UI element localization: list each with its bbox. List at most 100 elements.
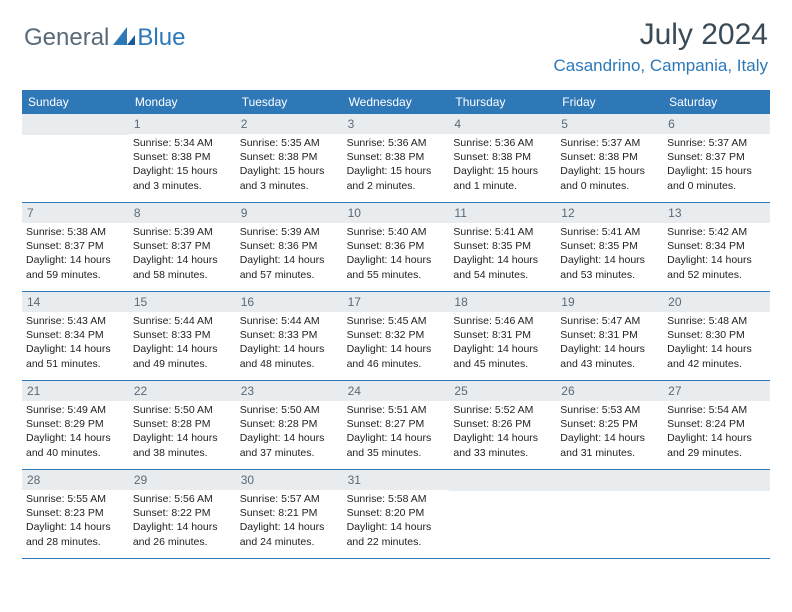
- sunrise-text: Sunrise: 5:41 AM: [560, 225, 659, 239]
- day-cell: 14Sunrise: 5:43 AMSunset: 8:34 PMDayligh…: [22, 292, 129, 380]
- day-number: 17: [343, 292, 450, 312]
- day-number: 1: [129, 114, 236, 134]
- day-details: Sunrise: 5:49 AMSunset: 8:29 PMDaylight:…: [22, 401, 129, 464]
- daylight-text: Daylight: 14 hours and 28 minutes.: [26, 520, 125, 548]
- weekday-saturday: Saturday: [663, 90, 770, 114]
- day-details: Sunrise: 5:39 AMSunset: 8:36 PMDaylight:…: [236, 223, 343, 286]
- day-cell: 6Sunrise: 5:37 AMSunset: 8:37 PMDaylight…: [663, 114, 770, 202]
- day-number: 23: [236, 381, 343, 401]
- day-number: 24: [343, 381, 450, 401]
- day-details: Sunrise: 5:37 AMSunset: 8:37 PMDaylight:…: [663, 134, 770, 197]
- day-cell: 3Sunrise: 5:36 AMSunset: 8:38 PMDaylight…: [343, 114, 450, 202]
- daylight-text: Daylight: 14 hours and 35 minutes.: [347, 431, 446, 459]
- day-number: 11: [449, 203, 556, 223]
- sunrise-text: Sunrise: 5:52 AM: [453, 403, 552, 417]
- page-title: July 2024: [553, 18, 768, 52]
- sunset-text: Sunset: 8:35 PM: [453, 239, 552, 253]
- daylight-text: Daylight: 15 hours and 3 minutes.: [240, 164, 339, 192]
- day-cell: [449, 470, 556, 558]
- weekday-sunday: Sunday: [22, 90, 129, 114]
- daylight-text: Daylight: 14 hours and 57 minutes.: [240, 253, 339, 281]
- day-cell: 13Sunrise: 5:42 AMSunset: 8:34 PMDayligh…: [663, 203, 770, 291]
- day-details: Sunrise: 5:51 AMSunset: 8:27 PMDaylight:…: [343, 401, 450, 464]
- weekday-friday: Friday: [556, 90, 663, 114]
- sunrise-text: Sunrise: 5:50 AM: [240, 403, 339, 417]
- sunrise-text: Sunrise: 5:49 AM: [26, 403, 125, 417]
- day-cell: 28Sunrise: 5:55 AMSunset: 8:23 PMDayligh…: [22, 470, 129, 558]
- day-cell: [556, 470, 663, 558]
- day-number: 25: [449, 381, 556, 401]
- day-cell: 4Sunrise: 5:36 AMSunset: 8:38 PMDaylight…: [449, 114, 556, 202]
- day-number: 16: [236, 292, 343, 312]
- sunset-text: Sunset: 8:34 PM: [26, 328, 125, 342]
- sunrise-text: Sunrise: 5:58 AM: [347, 492, 446, 506]
- sunrise-text: Sunrise: 5:35 AM: [240, 136, 339, 150]
- sunrise-text: Sunrise: 5:48 AM: [667, 314, 766, 328]
- daylight-text: Daylight: 14 hours and 59 minutes.: [26, 253, 125, 281]
- sunrise-text: Sunrise: 5:54 AM: [667, 403, 766, 417]
- day-details: Sunrise: 5:55 AMSunset: 8:23 PMDaylight:…: [22, 490, 129, 553]
- day-cell: 16Sunrise: 5:44 AMSunset: 8:33 PMDayligh…: [236, 292, 343, 380]
- day-details: Sunrise: 5:37 AMSunset: 8:38 PMDaylight:…: [556, 134, 663, 197]
- sunset-text: Sunset: 8:37 PM: [667, 150, 766, 164]
- day-cell: [22, 114, 129, 202]
- day-number-empty: [22, 114, 129, 135]
- sunset-text: Sunset: 8:33 PM: [133, 328, 232, 342]
- day-cell: 22Sunrise: 5:50 AMSunset: 8:28 PMDayligh…: [129, 381, 236, 469]
- daylight-text: Daylight: 14 hours and 22 minutes.: [347, 520, 446, 548]
- day-number: 6: [663, 114, 770, 134]
- weekday-monday: Monday: [129, 90, 236, 114]
- daylight-text: Daylight: 14 hours and 37 minutes.: [240, 431, 339, 459]
- day-number: 21: [22, 381, 129, 401]
- daylight-text: Daylight: 14 hours and 31 minutes.: [560, 431, 659, 459]
- sunset-text: Sunset: 8:36 PM: [347, 239, 446, 253]
- sunset-text: Sunset: 8:21 PM: [240, 506, 339, 520]
- sunrise-text: Sunrise: 5:56 AM: [133, 492, 232, 506]
- sunset-text: Sunset: 8:32 PM: [347, 328, 446, 342]
- sunrise-text: Sunrise: 5:55 AM: [26, 492, 125, 506]
- sunset-text: Sunset: 8:35 PM: [560, 239, 659, 253]
- day-cell: 9Sunrise: 5:39 AMSunset: 8:36 PMDaylight…: [236, 203, 343, 291]
- daylight-text: Daylight: 15 hours and 0 minutes.: [667, 164, 766, 192]
- daylight-text: Daylight: 14 hours and 49 minutes.: [133, 342, 232, 370]
- day-details: Sunrise: 5:35 AMSunset: 8:38 PMDaylight:…: [236, 134, 343, 197]
- weekday-header: Sunday Monday Tuesday Wednesday Thursday…: [22, 90, 770, 114]
- sunrise-text: Sunrise: 5:36 AM: [347, 136, 446, 150]
- day-details: Sunrise: 5:46 AMSunset: 8:31 PMDaylight:…: [449, 312, 556, 375]
- sunset-text: Sunset: 8:23 PM: [26, 506, 125, 520]
- day-details: Sunrise: 5:56 AMSunset: 8:22 PMDaylight:…: [129, 490, 236, 553]
- day-number: 20: [663, 292, 770, 312]
- day-number: 26: [556, 381, 663, 401]
- day-number: 4: [449, 114, 556, 134]
- sunrise-text: Sunrise: 5:43 AM: [26, 314, 125, 328]
- sunset-text: Sunset: 8:28 PM: [133, 417, 232, 431]
- sunrise-text: Sunrise: 5:46 AM: [453, 314, 552, 328]
- sunset-text: Sunset: 8:38 PM: [560, 150, 659, 164]
- sunrise-text: Sunrise: 5:57 AM: [240, 492, 339, 506]
- sunset-text: Sunset: 8:30 PM: [667, 328, 766, 342]
- sunset-text: Sunset: 8:31 PM: [560, 328, 659, 342]
- sunset-text: Sunset: 8:38 PM: [133, 150, 232, 164]
- daylight-text: Daylight: 14 hours and 42 minutes.: [667, 342, 766, 370]
- daylight-text: Daylight: 14 hours and 29 minutes.: [667, 431, 766, 459]
- sunset-text: Sunset: 8:37 PM: [26, 239, 125, 253]
- sunset-text: Sunset: 8:25 PM: [560, 417, 659, 431]
- sunrise-text: Sunrise: 5:47 AM: [560, 314, 659, 328]
- day-number: 29: [129, 470, 236, 490]
- day-details: Sunrise: 5:47 AMSunset: 8:31 PMDaylight:…: [556, 312, 663, 375]
- day-number: 13: [663, 203, 770, 223]
- daylight-text: Daylight: 14 hours and 55 minutes.: [347, 253, 446, 281]
- weekday-wednesday: Wednesday: [343, 90, 450, 114]
- logo-triangle-icon: [113, 27, 135, 50]
- day-cell: 8Sunrise: 5:39 AMSunset: 8:37 PMDaylight…: [129, 203, 236, 291]
- day-cell: 30Sunrise: 5:57 AMSunset: 8:21 PMDayligh…: [236, 470, 343, 558]
- week-row: 28Sunrise: 5:55 AMSunset: 8:23 PMDayligh…: [22, 470, 770, 559]
- logo: General Blue: [24, 24, 185, 52]
- day-cell: 23Sunrise: 5:50 AMSunset: 8:28 PMDayligh…: [236, 381, 343, 469]
- day-number: 8: [129, 203, 236, 223]
- week-row: 7Sunrise: 5:38 AMSunset: 8:37 PMDaylight…: [22, 203, 770, 292]
- day-number: 22: [129, 381, 236, 401]
- sunrise-text: Sunrise: 5:51 AM: [347, 403, 446, 417]
- weekday-tuesday: Tuesday: [236, 90, 343, 114]
- daylight-text: Daylight: 15 hours and 0 minutes.: [560, 164, 659, 192]
